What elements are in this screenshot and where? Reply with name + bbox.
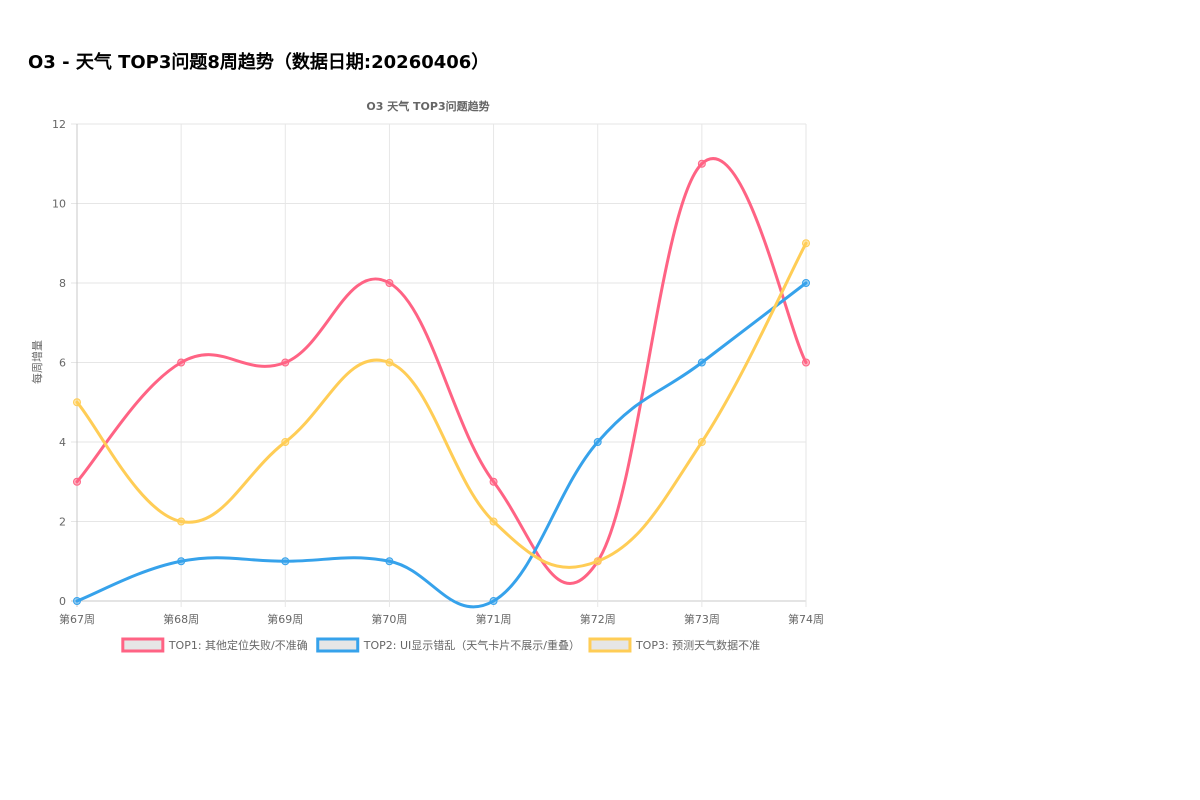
y-tick-label: 0 [59, 595, 66, 608]
x-tick-label: 第67周 [59, 612, 95, 626]
data-point [281, 557, 290, 566]
x-tick-label: 第74周 [788, 612, 824, 626]
data-point [697, 438, 706, 446]
data-point [177, 517, 186, 526]
data-point [281, 438, 290, 446]
series-2 [73, 279, 810, 609]
page-title: O3 - 天气 TOP3问题8周趋势（数据日期:20260406） [28, 52, 490, 73]
data-point [489, 517, 498, 526]
x-tick-label: 第69周 [267, 612, 303, 626]
legend-label: TOP2: UI显示错乱（天气卡片不展示/重叠） [363, 638, 580, 652]
data-point [697, 159, 706, 168]
legend-swatch [121, 637, 165, 653]
x-tick-label: 第68周 [163, 612, 199, 626]
x-tick-label: 第71周 [476, 612, 512, 626]
legend-item: TOP2: UI显示错乱（天气卡片不展示/重叠） [316, 637, 580, 653]
data-point [281, 358, 290, 367]
legend-label: TOP3: 预测天气数据不准 [635, 638, 760, 652]
y-tick-label: 4 [59, 436, 66, 449]
data-point [489, 477, 498, 486]
x-tick-label: 第70周 [371, 612, 407, 626]
x-tick-label: 第72周 [580, 612, 616, 626]
y-axis-label: 每周增量 [30, 340, 44, 384]
data-point [385, 358, 394, 367]
legend-label: TOP1: 其他定位失败/不准确 [168, 638, 308, 652]
data-point [73, 597, 81, 605]
chart-title: O3 天气 TOP3问题趋势 [366, 99, 489, 113]
series-line [75, 241, 808, 569]
data-point [489, 597, 498, 605]
data-point [177, 557, 186, 566]
legend: TOP1: 其他定位失败/不准确 TOP2: UI显示错乱（天气卡片不展示/重叠）… [121, 637, 760, 653]
x-tick-label: 第73周 [684, 612, 720, 626]
axis-layer: 0 2 4 6 8 10 12 第67周 第68周 第69周 第70周 第71周 第72周 第73周 第74… [52, 118, 824, 626]
y-tick-label: 12 [52, 118, 66, 131]
y-tick-label: 10 [52, 198, 66, 211]
data-point [593, 438, 602, 446]
legend-swatch [588, 637, 632, 653]
data-point [385, 557, 394, 566]
data-point [73, 477, 81, 486]
data-point [73, 398, 81, 407]
y-tick-label: 8 [59, 277, 66, 290]
series-1 [73, 157, 810, 585]
y-tick-label: 6 [59, 357, 66, 370]
series-3 [73, 239, 810, 569]
series-layer [73, 157, 810, 609]
data-point [593, 557, 602, 566]
data-point [802, 239, 810, 248]
y-tick-label: 2 [59, 516, 66, 529]
legend-item: TOP3: 预测天气数据不准 [588, 637, 760, 653]
series-line [75, 281, 808, 609]
legend-item: TOP1: 其他定位失败/不准确 [121, 637, 308, 653]
data-point [177, 358, 186, 367]
legend-swatch [316, 637, 360, 653]
data-point [802, 358, 810, 367]
series-line [75, 157, 808, 585]
data-point [697, 358, 706, 367]
data-point [385, 279, 394, 287]
data-point [802, 279, 810, 287]
